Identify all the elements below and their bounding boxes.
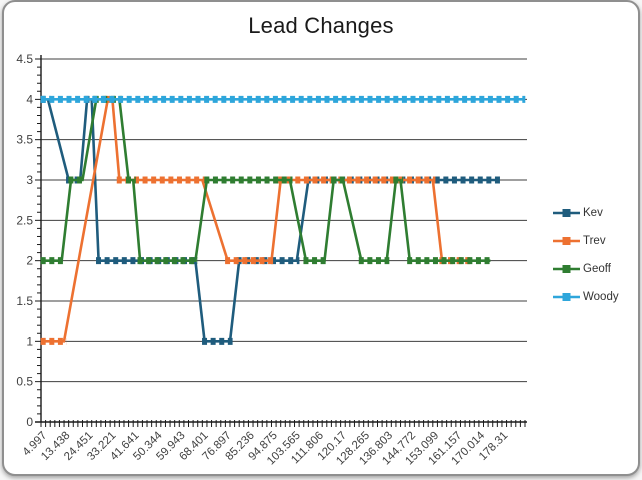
y-tick-label: 1.5 <box>16 294 33 308</box>
legend-label: Kev <box>583 207 603 219</box>
y-tick-label: 2.5 <box>16 213 33 227</box>
legend: Kev Trev Geoff Woody <box>553 204 619 306</box>
chart-title: Lead Changes <box>248 13 394 38</box>
legend-label: Woody <box>583 291 619 303</box>
legend-label: Trev <box>583 235 606 247</box>
legend-item-woody: Woody <box>553 288 619 306</box>
y-tick-label: 4 <box>26 92 33 106</box>
y-tick-label: 0.5 <box>16 375 33 389</box>
y-tick-label: 1 <box>26 334 33 348</box>
legend-label: Geoff <box>583 263 611 275</box>
series-line-trev <box>43 98 468 343</box>
legend-marker-geoff-icon <box>553 265 580 273</box>
y-tick-label: 0 <box>26 415 33 429</box>
legend-marker-woody-icon <box>553 293 580 301</box>
y-tick-label: 4.5 <box>16 52 33 66</box>
legend-item-trev: Trev <box>553 232 619 250</box>
legend-item-kev: Kev <box>553 204 619 222</box>
line-chart-plot-area: 4.543.532.521.510.504.99713.43824.45133.… <box>16 52 527 468</box>
y-tick-label: 3.5 <box>16 133 33 147</box>
legend-marker-trev-icon <box>553 237 580 245</box>
y-tick-label: 2 <box>26 254 33 268</box>
legend-marker-kev-icon <box>553 209 580 217</box>
y-tick-label: 3 <box>26 173 33 187</box>
legend-item-geoff: Geoff <box>553 260 619 278</box>
